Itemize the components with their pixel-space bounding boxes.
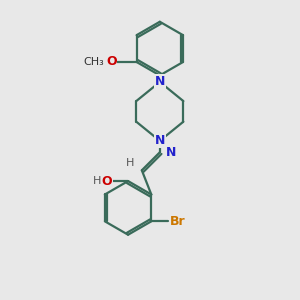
Text: H: H <box>93 176 101 186</box>
Text: CH₃: CH₃ <box>84 57 104 67</box>
Text: H: H <box>126 158 135 168</box>
Text: N: N <box>154 134 165 147</box>
Text: O: O <box>101 175 112 188</box>
Text: Br: Br <box>170 215 186 228</box>
Text: O: O <box>107 56 117 68</box>
Text: N: N <box>154 76 165 88</box>
Text: N: N <box>166 146 176 159</box>
